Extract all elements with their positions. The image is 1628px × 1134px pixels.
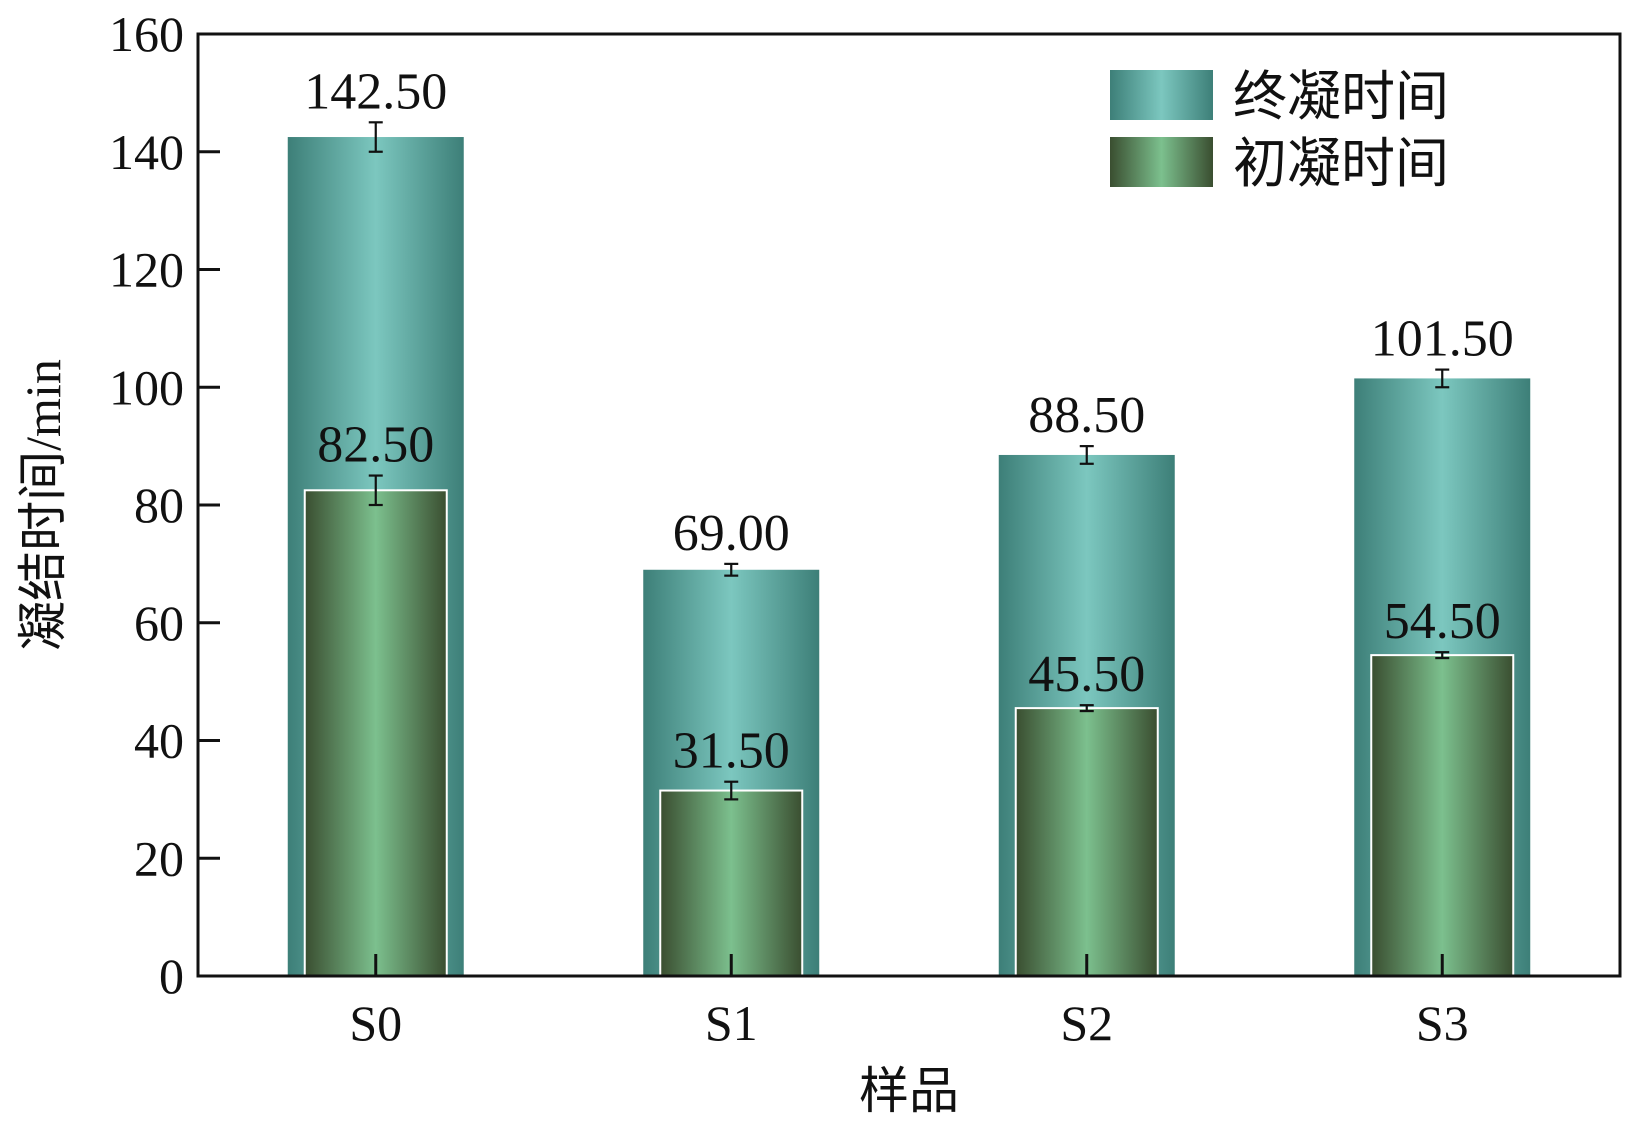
y-tick-label: 100 <box>109 359 184 415</box>
data-label-initial-set-time-s0: 82.50 <box>317 417 434 474</box>
data-labels-layer: 142.50 69.00 88.50 101.50 82.50 31.50 45.50 54.… <box>304 63 1514 779</box>
data-label-final-set-time-s1: 69.00 <box>673 505 790 562</box>
y-tick-label: 120 <box>109 242 184 298</box>
data-label-initial-set-time-s3: 54.50 <box>1384 593 1501 650</box>
y-axis: 0 20 40 60 80 100 120 140 160 <box>109 6 220 1004</box>
data-label-initial-set-time-s1: 31.50 <box>673 723 790 780</box>
y-tick-label: 60 <box>134 595 184 651</box>
error-bar-initial-set-time-s3 <box>1435 651 1450 660</box>
x-tick-label: S3 <box>1416 995 1469 1051</box>
y-axis-title: 凝结时间/min <box>15 359 71 651</box>
legend-label-initial-set-time: 初凝时间 <box>1233 134 1449 194</box>
x-axis: S0 S1 S2 S3 <box>349 954 1469 1051</box>
y-tick-label: 80 <box>134 477 184 533</box>
legend-swatch-initial-set-time <box>1110 137 1213 187</box>
legend-swatch-final-set-time <box>1110 70 1213 120</box>
error-bar-final-set-time-s3 <box>1435 368 1450 389</box>
bar-initial-set-time-s0 <box>303 489 448 977</box>
error-bar-final-set-time-s2 <box>1079 445 1094 465</box>
error-bar-final-set-time-s0 <box>368 121 383 153</box>
x-tick-label: S2 <box>1060 995 1113 1051</box>
y-tick-label: 20 <box>134 830 184 886</box>
bars-layer <box>287 137 1531 978</box>
error-bar-initial-set-time-s1 <box>724 780 739 801</box>
data-label-initial-set-time-s2: 45.50 <box>1028 646 1145 703</box>
legend-label-final-set-time: 终凝时间 <box>1233 67 1449 127</box>
x-tick-label: S1 <box>705 995 758 1051</box>
x-axis-title: 样品 <box>859 1063 959 1119</box>
bar-initial-set-time-s2 <box>1014 707 1159 978</box>
data-label-final-set-time-s3: 101.50 <box>1371 311 1514 368</box>
y-tick-label: 160 <box>109 6 184 62</box>
error-bar-initial-set-time-s0 <box>368 474 383 507</box>
y-tick-label: 40 <box>134 713 184 769</box>
bar-initial-set-time-s1 <box>659 789 804 978</box>
error-bars-layer <box>368 121 1450 801</box>
legend: 终凝时间 初凝时间 <box>1110 67 1449 194</box>
bar-initial-set-time-s3 <box>1370 654 1515 977</box>
y-tick-label: 140 <box>109 124 184 180</box>
data-label-final-set-time-s2: 88.50 <box>1028 387 1145 444</box>
error-bar-initial-set-time-s2 <box>1079 704 1094 713</box>
x-tick-label: S0 <box>349 995 402 1051</box>
data-label-final-set-time-s0: 142.50 <box>304 63 447 120</box>
error-bar-final-set-time-s1 <box>724 562 739 577</box>
y-tick-label: 0 <box>159 948 184 1004</box>
